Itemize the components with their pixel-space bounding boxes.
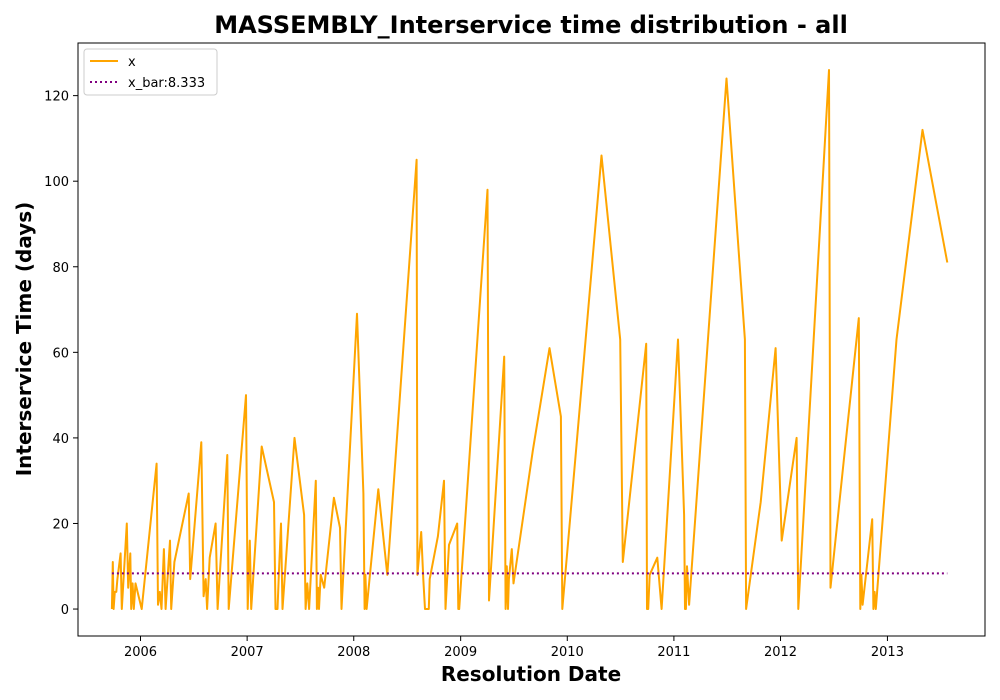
y-tick-label: 80 bbox=[52, 261, 69, 276]
x-tick-label: 2007 bbox=[231, 645, 264, 660]
y-tick-label: 100 bbox=[44, 175, 69, 190]
legend-entry-x-bar: x_bar:8.333 bbox=[128, 76, 205, 91]
y-tick-label: 0 bbox=[61, 603, 69, 618]
x-tick-label: 2012 bbox=[764, 645, 797, 660]
plot-area-frame bbox=[77, 42, 986, 637]
legend: x x_bar:8.333 bbox=[83, 48, 218, 96]
y-tick-label: 20 bbox=[52, 517, 69, 532]
x-tick-label: 2013 bbox=[871, 645, 904, 660]
y-tick-label: 40 bbox=[52, 432, 69, 447]
y-axis-label: Interservice Time (days) bbox=[12, 202, 36, 477]
x-tick-label: 2011 bbox=[657, 645, 690, 660]
x-tick-label: 2006 bbox=[124, 645, 157, 660]
x-tick-label: 2010 bbox=[551, 645, 584, 660]
y-tick-label: 120 bbox=[44, 90, 69, 105]
series-line-x bbox=[110, 69, 949, 610]
x-tick-label: 2009 bbox=[444, 645, 477, 660]
chart-title: MASSEMBLY_Interservice time distribution… bbox=[214, 11, 848, 39]
legend-entry-x: x bbox=[128, 55, 136, 70]
y-tick-label: 60 bbox=[52, 346, 69, 361]
x-axis-label: Resolution Date bbox=[441, 662, 621, 686]
x-tick-label: 2008 bbox=[337, 645, 370, 660]
